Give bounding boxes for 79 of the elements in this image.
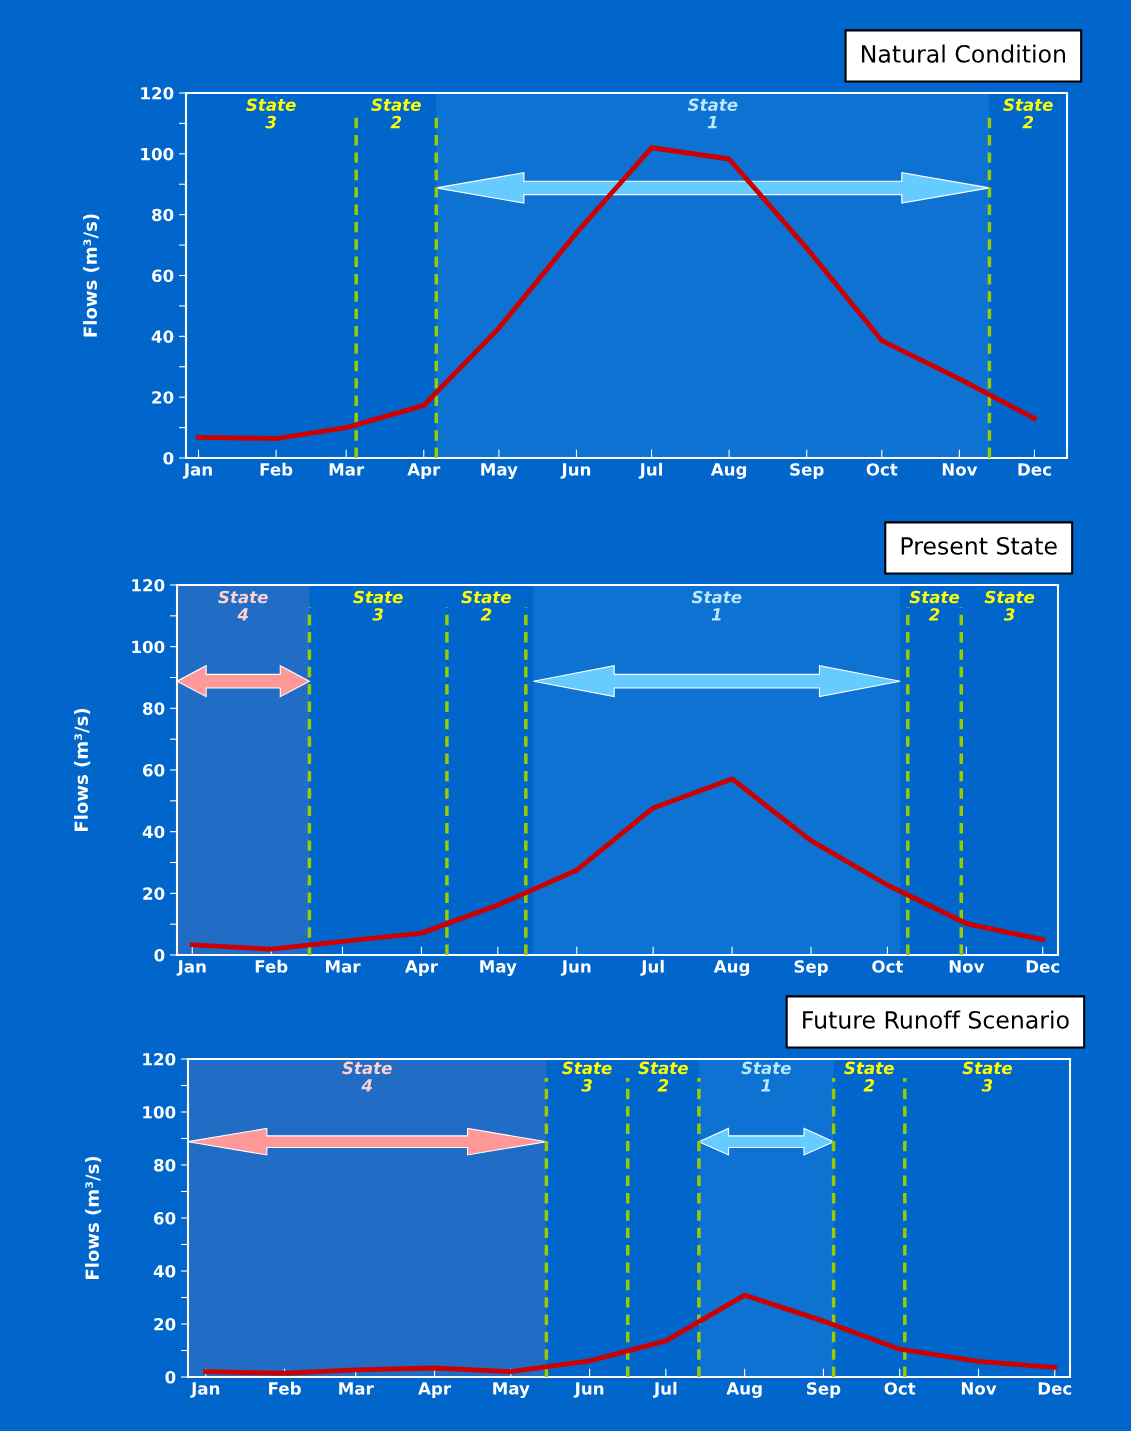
y-tick-label: 100: [132, 640, 165, 654]
chart-title: Future Runoff Scenario: [803, 1010, 1069, 1029]
y-tick-label: 120: [143, 1052, 176, 1066]
annotation: State 2: [1003, 98, 1053, 129]
y-axis-title: Flows (m³/s): [83, 214, 100, 337]
y-tick-label: 40: [142, 825, 165, 839]
x-tick-label: Jan: [190, 1382, 220, 1398]
y-tick-label: 40: [153, 1264, 176, 1278]
x-tick-label: Aug: [726, 1382, 762, 1398]
annotation: State 4: [342, 1061, 392, 1092]
y-tick-label: 80: [154, 1158, 176, 1172]
y-tick-label: 80: [152, 208, 174, 222]
x-tick-label: Mar: [329, 463, 365, 476]
x-tick-label: Jun: [560, 463, 591, 479]
x-tick-label: Nov: [949, 960, 985, 973]
x-tick-label: Feb: [260, 462, 293, 476]
x-tick-label: Nov: [942, 463, 978, 476]
x-tick-label: Dec: [1026, 960, 1060, 973]
x-tick-label: Jan: [182, 463, 212, 479]
y-tick-label: 20: [143, 887, 165, 900]
x-tick-label: Jun: [560, 960, 591, 976]
y-tick-label: 60: [154, 1211, 176, 1225]
y-tick-label: 120: [132, 578, 165, 592]
x-tick-label: Dec: [1038, 1382, 1072, 1395]
annotation: State 2: [371, 98, 421, 129]
x-tick-label: Sep: [807, 1382, 841, 1398]
x-tick-label: Oct: [872, 960, 904, 973]
x-tick-label: Sep: [794, 960, 828, 976]
y-tick-label: 60: [152, 269, 174, 283]
y-tick-label: 20: [154, 1317, 176, 1331]
y-tick-label: 0: [165, 1370, 176, 1384]
x-tick-label: Mar: [326, 960, 361, 973]
x-tick-label: May: [480, 960, 517, 976]
annotation: State 3: [353, 590, 403, 621]
y-axis-title: Flows (m³/s): [74, 708, 91, 831]
x-tick-label: Jul: [653, 1381, 677, 1398]
x-tick-label: Dec: [1018, 463, 1051, 476]
annotation: State 3: [562, 1061, 612, 1092]
x-tick-label: Jun: [573, 1382, 604, 1398]
y-tick-label: 100: [143, 1105, 176, 1119]
y-tick-label: 60: [143, 763, 165, 777]
annotation: State 2: [844, 1061, 894, 1092]
annotation: State 3: [246, 98, 296, 129]
chart-title: Natural Condition: [862, 44, 1065, 63]
annotation: State 2: [638, 1061, 688, 1092]
annotation: State 2: [461, 590, 511, 621]
x-tick-label: Sep: [790, 463, 824, 479]
annotation: State 2: [909, 590, 960, 621]
x-tick-label: Oct: [884, 1382, 916, 1395]
x-tick-label: Aug: [710, 463, 747, 479]
x-tick-label: Oct: [866, 463, 898, 476]
y-tick-label: 0: [154, 948, 165, 962]
y-tick-label: 20: [152, 391, 174, 404]
y-tick-label: 100: [141, 147, 174, 161]
x-tick-label: Jan: [176, 960, 206, 976]
x-tick-label: Feb: [255, 959, 288, 973]
x-tick-label: Jul: [640, 959, 664, 976]
annotation: State 3: [984, 590, 1035, 621]
chart-title: Present State: [901, 536, 1057, 555]
annotation: State 1: [691, 590, 742, 621]
x-tick-label: Jul: [638, 462, 663, 479]
x-tick-label: Nov: [961, 1382, 997, 1395]
x-tick-label: Feb: [269, 1381, 301, 1395]
annotation: State 1: [687, 98, 738, 129]
x-tick-label: Mar: [339, 1382, 374, 1395]
x-tick-label: Aug: [713, 960, 750, 976]
y-tick-label: 40: [151, 330, 174, 343]
x-tick-label: Apr: [405, 960, 438, 976]
x-tick-label: May: [493, 1382, 530, 1398]
y-tick-label: 80: [143, 702, 165, 715]
y-tick-label: 0: [163, 451, 174, 465]
annotation: State 3: [962, 1061, 1012, 1092]
y-tick-label: 120: [141, 86, 174, 100]
x-tick-label: Apr: [407, 463, 441, 479]
y-axis-title: Flows (m³/s): [85, 1156, 102, 1279]
annotation: State 1: [741, 1061, 791, 1092]
x-tick-label: Apr: [418, 1382, 452, 1398]
annotation: State 4: [218, 590, 268, 621]
x-tick-label: May: [481, 463, 518, 479]
